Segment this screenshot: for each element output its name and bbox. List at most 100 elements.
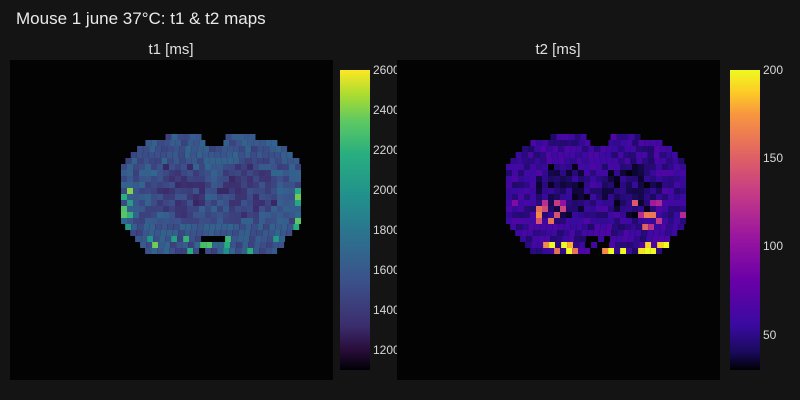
map-voxel	[594, 146, 601, 152]
map-voxel	[560, 170, 566, 176]
map-voxel	[610, 134, 617, 140]
map-voxel	[674, 164, 680, 170]
map-voxel	[256, 152, 263, 158]
map-voxel	[574, 236, 581, 242]
map-voxel	[211, 176, 217, 182]
map-voxel	[203, 158, 210, 164]
map-voxel	[530, 206, 536, 212]
map-voxel	[549, 242, 556, 248]
map-voxel	[650, 182, 656, 188]
map-voxel	[596, 212, 602, 218]
map-voxel	[211, 164, 217, 170]
map-voxel	[208, 152, 215, 158]
map-voxel	[175, 176, 181, 182]
map-voxel	[576, 146, 583, 152]
map-voxel	[581, 152, 588, 158]
map-voxel	[133, 200, 139, 206]
map-voxel	[620, 188, 626, 194]
map-voxel	[647, 230, 654, 236]
map-voxel	[217, 182, 223, 188]
map-voxel	[578, 194, 584, 200]
map-voxel	[241, 194, 247, 200]
map-voxel	[574, 134, 581, 140]
map-voxel	[211, 212, 217, 218]
map-voxel	[641, 152, 648, 158]
map-voxel	[680, 194, 686, 200]
map-voxel	[526, 236, 533, 242]
map-voxel	[626, 200, 632, 206]
map-voxel	[163, 194, 169, 200]
map-voxel	[157, 182, 163, 188]
map-voxel	[654, 158, 661, 164]
map-voxel	[578, 140, 585, 146]
map-voxel	[611, 152, 618, 158]
map-voxel	[235, 200, 241, 206]
map-voxel	[163, 182, 169, 188]
map-voxel	[283, 170, 289, 176]
map-voxel	[238, 152, 245, 158]
map-voxel	[191, 158, 198, 164]
map-voxel	[159, 236, 166, 242]
map-voxel	[223, 200, 229, 206]
map-voxel	[590, 194, 596, 200]
map-voxel	[546, 224, 553, 230]
map-voxel	[566, 194, 572, 200]
map-voxel	[518, 212, 524, 218]
map-voxel	[560, 206, 566, 212]
map-voxel	[193, 140, 200, 146]
map-voxel	[506, 170, 512, 176]
map-voxel	[645, 242, 652, 248]
map-voxel	[235, 188, 241, 194]
map-voxel	[163, 170, 169, 176]
map-voxel	[167, 146, 174, 152]
map-voxel	[612, 158, 619, 164]
map-voxel	[626, 194, 632, 200]
map-voxel	[179, 158, 186, 164]
map-voxel	[169, 218, 175, 224]
map-voxel	[656, 140, 663, 146]
map-voxel	[594, 224, 601, 230]
map-voxel	[295, 200, 301, 206]
map-voxel	[133, 206, 139, 212]
map-voxel	[584, 164, 590, 170]
map-voxel	[522, 158, 529, 164]
map-voxel	[578, 248, 585, 254]
map-voxel	[512, 200, 518, 206]
map-voxel	[653, 230, 660, 236]
map-voxel	[641, 230, 648, 236]
map-voxel	[582, 224, 589, 230]
map-voxel	[674, 170, 680, 176]
map-voxel	[548, 188, 554, 194]
map-voxel	[516, 158, 523, 164]
map-voxel	[173, 224, 180, 230]
map-voxel	[189, 134, 196, 140]
map-voxel	[656, 206, 662, 212]
map-voxel	[259, 218, 265, 224]
map-voxel	[628, 236, 635, 242]
map-voxel	[512, 170, 518, 176]
map-voxel	[632, 176, 638, 182]
map-voxel	[626, 170, 632, 176]
map-voxel	[237, 236, 244, 242]
map-voxel	[199, 140, 206, 146]
map-voxel	[530, 170, 536, 176]
map-voxel	[249, 236, 256, 242]
map-voxel	[525, 242, 532, 248]
map-voxel	[536, 200, 542, 206]
map-voxel	[518, 176, 524, 182]
map-voxel	[612, 224, 619, 230]
map-voxel	[243, 236, 250, 242]
map-voxel	[238, 230, 245, 236]
colorbar-tick-label: 200	[763, 63, 784, 77]
map-voxel	[289, 188, 295, 194]
map-voxel	[650, 164, 656, 170]
map-voxel	[193, 194, 199, 200]
map-voxel	[632, 140, 639, 146]
map-voxel	[665, 152, 672, 158]
map-voxel	[287, 224, 294, 230]
map-voxel	[551, 152, 558, 158]
map-voxel	[121, 206, 127, 212]
map-voxel	[261, 236, 268, 242]
map-voxel	[158, 242, 165, 248]
map-voxel	[283, 176, 289, 182]
